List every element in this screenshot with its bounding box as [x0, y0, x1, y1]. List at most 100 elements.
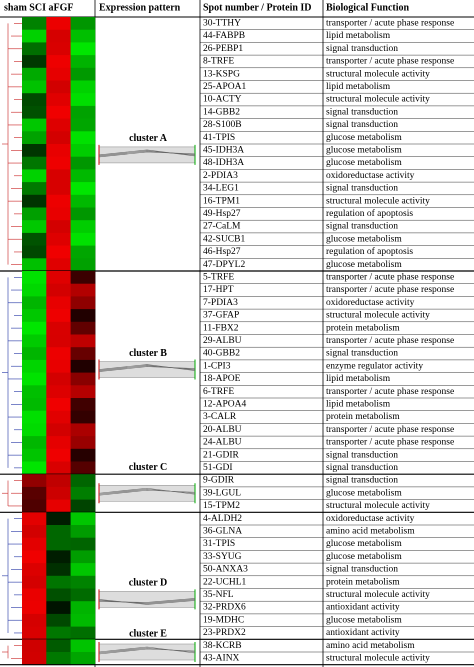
- heatmap-cell: [46, 321, 71, 335]
- heatmap-cell: [22, 271, 47, 285]
- heatmap-cell: [22, 29, 47, 43]
- heatmap-cell: [70, 410, 96, 424]
- pattern-box: [98, 361, 196, 378]
- biological-function: transporter / acute phase response: [326, 336, 454, 346]
- biological-function: antioxidant activity: [326, 628, 400, 638]
- biological-function: structural molecule activity: [326, 654, 430, 664]
- biological-function: regulation of apoptosis: [326, 208, 413, 219]
- biological-function: glucose metabolism: [326, 234, 402, 244]
- heatmap-cell: [70, 169, 96, 183]
- biological-function: transporter / acute phase response: [326, 19, 454, 29]
- protein-id: 30-TTHY: [203, 19, 241, 29]
- protein-id: 40-GBB2: [203, 349, 240, 359]
- protein-id: 15-TPM2: [203, 501, 240, 511]
- heatmap-cell: [70, 512, 96, 526]
- heatmap-cell: [22, 512, 47, 526]
- biological-function: glucose metabolism: [326, 133, 402, 143]
- protein-id: 39-LGUL: [203, 488, 241, 498]
- biological-function: signal transduction: [326, 565, 398, 575]
- cluster-label: cluster D: [129, 578, 167, 589]
- protein-id: 6-TRFE: [203, 387, 234, 397]
- pattern-box: [98, 643, 196, 661]
- cluster-label: cluster E: [129, 629, 167, 640]
- heatmap-cell: [70, 296, 96, 310]
- biological-function: signal transduction: [326, 44, 398, 54]
- protein-id: 46-Hsp27: [203, 247, 241, 257]
- biological-function: transporter / acute phase response: [326, 438, 454, 448]
- heatmap-cell: [22, 652, 47, 666]
- spot-header: Spot number / Protein ID: [203, 2, 312, 13]
- heatmap-cell: [22, 144, 47, 158]
- heatmap-cell: [22, 258, 47, 272]
- protein-id: 5-TRFE: [203, 273, 234, 283]
- protein-id: 13-KSPG: [203, 69, 240, 79]
- biological-function: protein metabolism: [326, 323, 400, 333]
- pattern-box: [98, 146, 196, 164]
- heatmap-cell: [46, 639, 71, 653]
- heatmap-cell: [46, 563, 71, 577]
- protein-id: 34-LEG1: [203, 184, 239, 194]
- heatmap-cell: [46, 398, 71, 412]
- heatmap-cell: [46, 499, 71, 513]
- heatmap-cell: [70, 537, 96, 551]
- protein-id: 9-GDIR: [203, 476, 235, 486]
- biological-function: structural molecule activity: [326, 69, 430, 79]
- heatmap-cell: [22, 385, 47, 399]
- biological-function: oxidoreductase activity: [326, 298, 415, 308]
- heatmap-cell: [46, 525, 71, 539]
- biological-function: lipid metabolism: [326, 31, 391, 41]
- heatmap-cell: [70, 321, 96, 335]
- heatmap-cell: [22, 207, 47, 221]
- heatmap-cell: [22, 67, 47, 81]
- function-header: Biological Function: [326, 2, 410, 13]
- protein-id: 3-CALR: [203, 412, 237, 422]
- pattern-line: [98, 598, 196, 603]
- heatmap-cell: [46, 385, 71, 399]
- heatmap-cell: [22, 156, 47, 170]
- biological-function: glucose metabolism: [326, 615, 402, 625]
- heatmap-cell: [70, 359, 96, 373]
- heatmap-cell: [70, 80, 96, 94]
- protein-id: 21-GDIR: [203, 450, 240, 460]
- heatmap-cell: [70, 575, 96, 589]
- heatmap-cell: [46, 283, 71, 297]
- heatmap-cell: [22, 563, 47, 577]
- biological-function: antioxidant activity: [326, 603, 400, 613]
- heatmap-cell: [70, 461, 96, 475]
- protein-id: 31-TPIS: [203, 539, 235, 549]
- heatmap-cell: [46, 182, 71, 196]
- pattern-line: [98, 365, 196, 371]
- heatmap-cell: [46, 220, 71, 234]
- biological-function: transporter / acute phase response: [326, 387, 454, 397]
- heatmap-cell: [46, 144, 71, 158]
- protein-id: 41-TPIS: [203, 133, 235, 143]
- heatmap-cell: [22, 347, 47, 361]
- heatmap-cell: [46, 118, 71, 132]
- cluster-label: cluster A: [129, 133, 168, 144]
- biological-function: structural molecule activity: [326, 95, 430, 105]
- biological-function: glucose metabolism: [326, 158, 402, 168]
- heatmap-cell: [46, 512, 71, 526]
- biological-function: transporter / acute phase response: [326, 57, 454, 67]
- pattern-line: [98, 364, 196, 371]
- biological-function: amino acid metabolism: [326, 527, 415, 537]
- pattern-line: [98, 599, 196, 605]
- heatmap-cell: [22, 321, 47, 335]
- heatmap-cell: [46, 550, 71, 564]
- biological-function: oxidoreductase activity: [326, 514, 415, 524]
- biological-function: signal transduction: [326, 450, 398, 460]
- heatmap-cell: [46, 245, 71, 259]
- heatmap-cell: [70, 639, 96, 653]
- protein-id: 20-ALBU: [203, 425, 242, 435]
- biological-function: glucose metabolism: [326, 539, 402, 549]
- protein-id: 17-HPT: [203, 285, 234, 295]
- heatmap-cell: [70, 232, 96, 246]
- protein-id: 16-TPM1: [203, 196, 240, 206]
- heatmap-cell: [22, 232, 47, 246]
- heatmap-cell: [22, 105, 47, 119]
- biological-function: structural molecule activity: [326, 311, 430, 321]
- protein-id: 11-FBX2: [203, 323, 239, 333]
- heatmap-cell: [70, 448, 96, 462]
- protein-id: 14-GBB2: [203, 107, 240, 117]
